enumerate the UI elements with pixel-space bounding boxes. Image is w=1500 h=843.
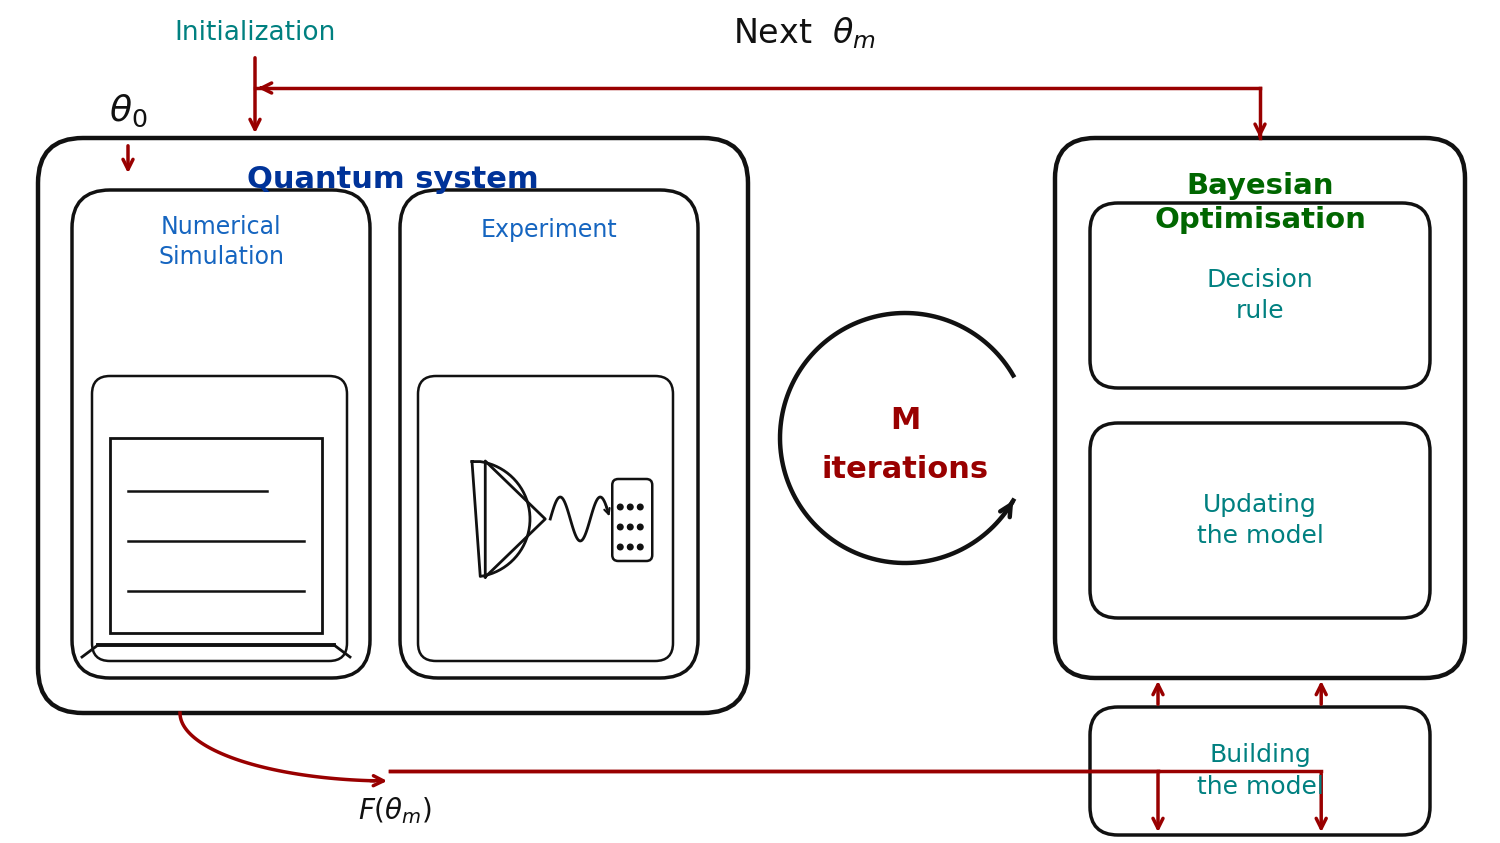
FancyBboxPatch shape <box>400 190 698 678</box>
Polygon shape <box>472 462 530 577</box>
Text: iterations: iterations <box>822 455 989 485</box>
Text: Initialization: Initialization <box>174 20 336 46</box>
FancyBboxPatch shape <box>72 190 370 678</box>
Text: Numerical
Simulation: Numerical Simulation <box>158 215 284 269</box>
Circle shape <box>638 545 644 550</box>
Text: M: M <box>890 405 920 434</box>
Text: $\boldsymbol{\theta_0}$: $\boldsymbol{\theta_0}$ <box>110 93 147 129</box>
Circle shape <box>627 504 633 510</box>
Circle shape <box>618 524 622 529</box>
Circle shape <box>638 524 644 529</box>
Bar <box>110 438 322 633</box>
FancyBboxPatch shape <box>1090 707 1430 835</box>
FancyBboxPatch shape <box>92 376 346 661</box>
Text: Decision
rule: Decision rule <box>1206 268 1314 324</box>
Circle shape <box>627 545 633 550</box>
Text: Experiment: Experiment <box>480 218 618 242</box>
FancyBboxPatch shape <box>38 138 748 713</box>
Text: Bayesian
Optimisation: Bayesian Optimisation <box>1154 172 1366 234</box>
FancyBboxPatch shape <box>419 376 674 661</box>
FancyBboxPatch shape <box>1090 203 1430 388</box>
Circle shape <box>618 545 622 550</box>
Text: Quantum system: Quantum system <box>248 165 538 195</box>
Text: $F(\boldsymbol{\theta_m})$: $F(\boldsymbol{\theta_m})$ <box>358 796 432 826</box>
FancyBboxPatch shape <box>1054 138 1466 678</box>
Circle shape <box>618 504 622 510</box>
Text: Updating
the model: Updating the model <box>1197 492 1323 548</box>
Polygon shape <box>486 461 546 577</box>
Circle shape <box>638 504 644 510</box>
FancyBboxPatch shape <box>612 479 652 561</box>
Text: Building
the model: Building the model <box>1197 744 1323 799</box>
Text: Next  $\theta_m$: Next $\theta_m$ <box>734 15 876 51</box>
Circle shape <box>627 524 633 529</box>
FancyBboxPatch shape <box>1090 423 1430 618</box>
